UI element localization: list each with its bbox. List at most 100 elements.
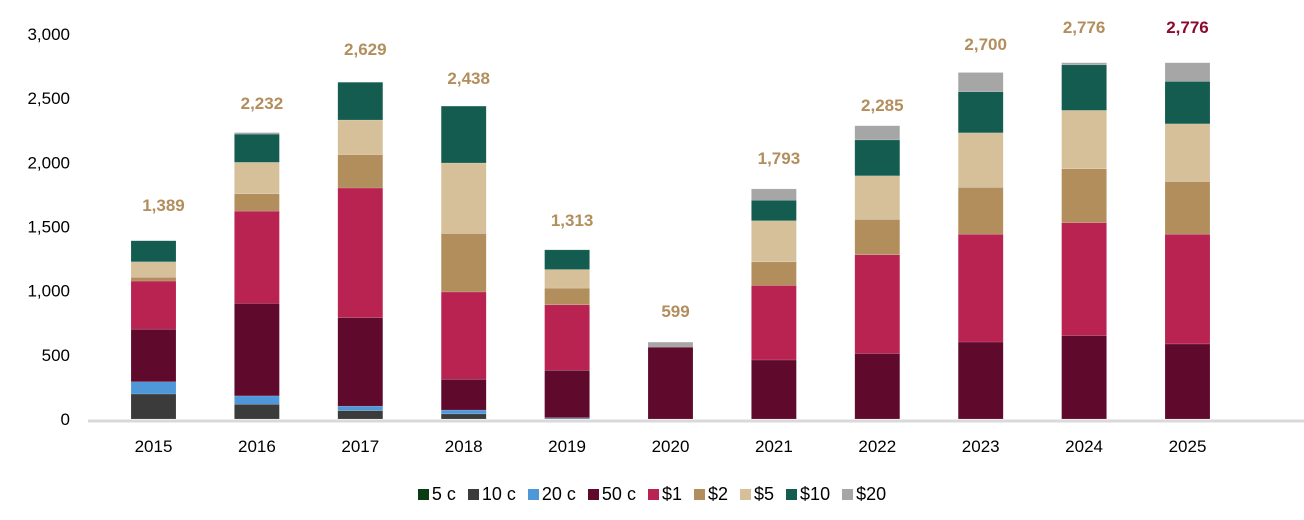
legend-label: $1 <box>661 484 682 504</box>
x-tick-label: 2020 <box>652 437 690 456</box>
bar-segment-1 <box>957 233 1004 343</box>
legend-item: 20 c <box>527 484 576 505</box>
x-tick-label: 2018 <box>445 437 483 456</box>
x-tick-label: 2023 <box>962 437 1000 456</box>
bar-segment-50c <box>440 378 487 411</box>
bar-segment-5 <box>854 175 901 220</box>
bar-segment-20 <box>647 341 694 348</box>
legend-label: 5 c <box>431 484 456 504</box>
total-label: 2,700 <box>964 35 1007 54</box>
bar-stack-2020 <box>647 341 694 420</box>
bar-segment-2 <box>751 261 797 286</box>
bar-segment-10c <box>440 413 487 420</box>
bar-segment-10 <box>130 240 177 263</box>
bar-segment-20c <box>337 405 384 411</box>
legend: 5 c 10 c 20 c 50 c $1 $2 $5 $10 $20 <box>0 484 1304 505</box>
bar-segment-2 <box>130 276 177 282</box>
legend-label: 10 c <box>481 484 516 504</box>
bar-segment-5 <box>544 269 590 289</box>
legend-item: 10 c <box>467 484 516 505</box>
bar-segment-5 <box>337 119 384 155</box>
legend-swatch <box>467 489 479 500</box>
bar-segment-2 <box>854 219 901 255</box>
bar-segment-20c <box>234 395 280 405</box>
bar-stack-2018 <box>440 105 487 420</box>
bar-segment-1 <box>1061 222 1107 336</box>
bar-segment-2 <box>1164 181 1211 235</box>
legend-swatch <box>647 489 659 500</box>
x-tick-label: 2022 <box>858 437 896 456</box>
bar-segment-1 <box>544 304 590 371</box>
total-label: 2,776 <box>1063 18 1106 37</box>
bar-segment-10 <box>234 133 280 163</box>
bar-segment-1 <box>1164 233 1211 345</box>
bar-segment-5 <box>1164 123 1211 182</box>
bar-segment-50c <box>854 353 901 420</box>
bar-stack-2017 <box>337 82 384 420</box>
y-tick-label: 0 <box>61 410 70 429</box>
x-tick-label: 2024 <box>1065 437 1103 456</box>
bar-segment-10 <box>751 199 797 221</box>
total-labels: 1,389 2,232 2,629 2,438 1,313 599 1,793 2,285 2,… <box>142 18 1209 321</box>
bar-segment-5 <box>130 261 177 278</box>
legend-item: $1 <box>647 484 682 505</box>
bar-segment-5 <box>440 162 487 234</box>
bar-segment-1 <box>130 280 177 330</box>
bar-segment-5 <box>751 220 797 263</box>
total-label: 1,793 <box>758 149 801 168</box>
y-tick-label: 2,000 <box>27 153 70 172</box>
bar-segment-50c <box>647 346 694 420</box>
y-tick-label: 500 <box>42 346 70 365</box>
legend-swatch <box>693 489 705 500</box>
bar-segment-1 <box>854 254 901 354</box>
bar-segment-2 <box>1061 168 1107 223</box>
total-label: 599 <box>661 302 689 321</box>
bar-segment-5 <box>234 162 280 195</box>
total-label: 2,232 <box>241 94 284 113</box>
total-label: 1,313 <box>551 211 594 230</box>
bar-segment-2 <box>957 187 1004 235</box>
legend-swatch <box>587 489 599 500</box>
bar-stack-2019 <box>544 249 590 420</box>
legend-item: $20 <box>842 484 886 505</box>
legend-item: $5 <box>740 484 774 505</box>
total-label: 2,438 <box>447 69 490 88</box>
bar-segment-1 <box>234 210 280 304</box>
bar-segment-2 <box>440 233 487 293</box>
total-label: 2,776 <box>1166 18 1209 37</box>
x-tick-label: 2015 <box>135 437 173 456</box>
bar-stack-2024 <box>1061 62 1107 420</box>
bar-segment-5 <box>957 132 1004 188</box>
bar-segment-10 <box>1061 64 1107 111</box>
bar-segment-20 <box>957 72 1004 92</box>
bar-segment-2 <box>337 154 384 189</box>
legend-label: $2 <box>707 484 729 504</box>
bar-segment-50c <box>751 359 797 420</box>
total-label: 2,629 <box>344 40 387 59</box>
bar-segment-50c <box>957 341 1004 420</box>
bar-stack-2025 <box>1164 62 1211 420</box>
bar-segment-50c <box>544 369 590 418</box>
bar-segment-5 <box>1061 110 1107 169</box>
y-tick-label: 3,000 <box>27 25 70 44</box>
y-axis: 0 500 1,000 1,500 2,000 2,500 3,000 <box>27 25 70 429</box>
legend-item: $10 <box>786 484 830 505</box>
bar-segment-20c <box>440 409 487 415</box>
legend-label: 50 c <box>601 484 636 504</box>
total-label: 1,389 <box>142 196 185 215</box>
bar-segment-10c <box>130 393 177 420</box>
bar-segment-50c <box>234 303 280 397</box>
x-tick-label: 2016 <box>238 437 276 456</box>
legend-swatch <box>527 489 539 500</box>
y-tick-label: 2,500 <box>27 89 70 108</box>
bar-segment-10 <box>544 249 590 270</box>
bar-stack-2015 <box>130 240 177 420</box>
bar-stack-2021 <box>751 188 797 420</box>
x-tick-label: 2017 <box>341 437 379 456</box>
bar-segment-20 <box>1061 62 1107 66</box>
bar-segment-50c <box>1164 343 1211 420</box>
legend-label: $10 <box>800 484 831 504</box>
bar-segment-20 <box>234 132 280 135</box>
bar-segment-10 <box>337 82 384 121</box>
